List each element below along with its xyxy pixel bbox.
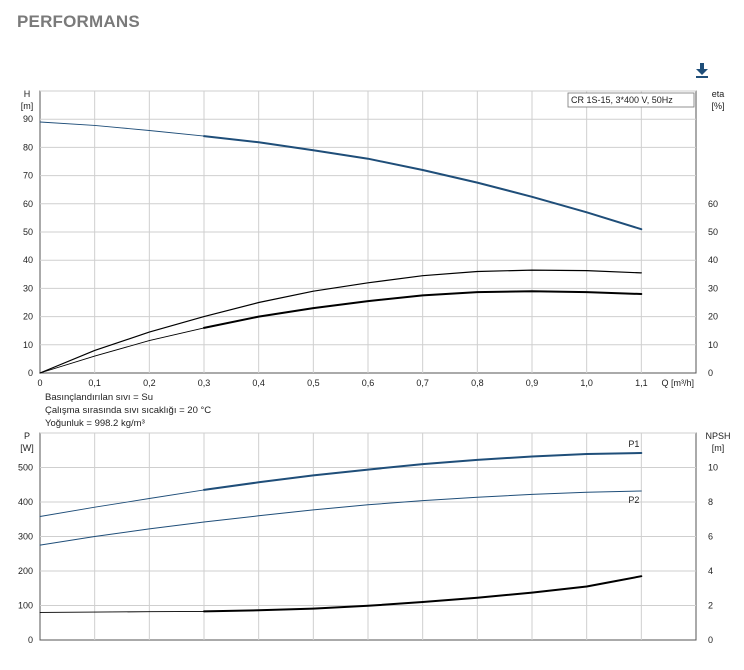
power-npsh-y-left-label: P [24, 431, 30, 441]
head-efficiency-x-tick-label: 0,3 [198, 378, 211, 388]
fluid-temperature-label: Çalışma sırasında sıvı sıcaklığı = 20 °C [45, 405, 212, 416]
head-efficiency-legend-box [567, 92, 695, 108]
power-npsh-series-npsh_thin [39, 610, 205, 613]
head-efficiency-y-right-tick-label: 50 [708, 227, 718, 237]
head-efficiency-y-left-tick-label: 50 [23, 227, 33, 237]
head-efficiency-y-right-unit: [%] [711, 101, 724, 111]
power-npsh-y-right-tick-label: 2 [708, 601, 713, 611]
head-efficiency-x-tick-label: 0,8 [471, 378, 484, 388]
head-efficiency-y-left-tick-label: 60 [23, 199, 33, 209]
head-efficiency-series-eta [203, 290, 643, 329]
power-npsh-y-right-tick-label: 8 [708, 497, 713, 507]
power-npsh-y-right-tick-label: 10 [708, 463, 718, 473]
head-efficiency-x-axis-label: Q [m³/h] [661, 378, 694, 388]
head-efficiency-x-tick-label: 0,6 [362, 378, 375, 388]
fluid-liquid-label: Basınçlandırılan sıvı = Su [45, 392, 153, 403]
head-efficiency-y-left-tick-label: 70 [23, 171, 33, 181]
head-efficiency-y-left-unit: [m] [21, 101, 34, 111]
head-efficiency-y-right-tick-label: 60 [708, 199, 718, 209]
power-npsh-y-left-tick-label: 200 [18, 566, 33, 576]
head-efficiency-series-head_thin [39, 121, 205, 137]
head-efficiency-series-upper [39, 269, 642, 374]
head-efficiency-y-right-tick-label: 10 [708, 340, 718, 350]
head-efficiency-y-right-tick-label: 30 [708, 283, 718, 293]
power-npsh-y-right-tick-label: 0 [708, 635, 713, 645]
head-efficiency-y-left-tick-label: 10 [23, 340, 33, 350]
head-efficiency-x-tick-label: 0,2 [143, 378, 156, 388]
head-efficiency-y-left-label: H [24, 89, 31, 99]
head-efficiency-series-eta_thin [39, 327, 205, 374]
power-npsh-series-label-p2: P2 [628, 495, 639, 505]
power-npsh-y-right-unit: [m] [712, 443, 725, 453]
head-efficiency-legend-label: CR 1S-15, 3*400 V, 50Hz [571, 95, 673, 105]
head-efficiency-series-head [203, 135, 643, 231]
power-npsh-y-left-tick-label: 300 [18, 532, 33, 542]
head-efficiency-x-tick-label: 0,1 [88, 378, 101, 388]
power-npsh-y-right-tick-label: 4 [708, 566, 713, 576]
head-efficiency-y-right-tick-label: 40 [708, 255, 718, 265]
head-efficiency-x-tick-label: 0,4 [252, 378, 265, 388]
power-npsh-y-right-label: NPSH [705, 431, 730, 441]
head-efficiency-x-tick-label: 0 [37, 378, 42, 388]
head-efficiency-y-right-tick-label: 0 [708, 368, 713, 378]
head-efficiency-x-tick-label: 1,1 [635, 378, 648, 388]
power-npsh-series-p1_thin [39, 489, 205, 517]
head-efficiency-x-tick-label: 0,9 [526, 378, 539, 388]
head-efficiency-x-tick-label: 0,5 [307, 378, 320, 388]
power-npsh-y-left-unit: [W] [20, 443, 34, 453]
power-npsh-series-npsh [203, 575, 643, 613]
head-efficiency-y-left-tick-label: 90 [23, 114, 33, 124]
power-npsh-y-left-tick-label: 400 [18, 497, 33, 507]
head-efficiency-x-tick-label: 1,0 [580, 378, 593, 388]
page-title: PERFORMANS [17, 12, 140, 31]
head-efficiency-y-left-tick-label: 40 [23, 255, 33, 265]
fluid-density-label: Yoğunluk = 998.2 kg/m³ [45, 418, 145, 429]
power-npsh-y-left-tick-label: 100 [18, 601, 33, 611]
power-npsh-series-p1 [203, 452, 643, 491]
power-npsh-y-right-tick-label: 6 [708, 532, 713, 542]
head-efficiency-y-left-tick-label: 80 [23, 142, 33, 152]
head-efficiency-y-right-label: eta [712, 89, 725, 99]
power-npsh-series-p2 [39, 490, 642, 546]
download-icon[interactable] [694, 61, 710, 79]
power-npsh-y-left-tick-label: 500 [18, 463, 33, 473]
head-efficiency-x-tick-label: 0,7 [416, 378, 429, 388]
head-efficiency-y-left-tick-label: 0 [28, 368, 33, 378]
power-npsh-y-left-tick-label: 0 [28, 635, 33, 645]
head-efficiency-y-left-tick-label: 30 [23, 283, 33, 293]
head-efficiency-y-left-tick-label: 20 [23, 312, 33, 322]
head-efficiency-y-right-tick-label: 20 [708, 312, 718, 322]
power-npsh-series-label-p1: P1 [628, 439, 639, 449]
